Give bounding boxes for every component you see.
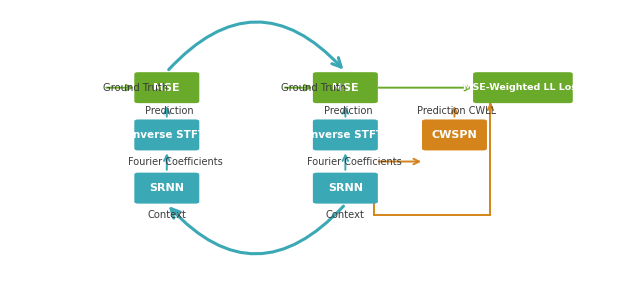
Text: Prediction: Prediction bbox=[324, 106, 372, 116]
FancyBboxPatch shape bbox=[313, 72, 378, 103]
FancyBboxPatch shape bbox=[134, 173, 199, 204]
FancyBboxPatch shape bbox=[422, 119, 487, 150]
Text: Ground Truth: Ground Truth bbox=[102, 83, 168, 93]
Text: MSE: MSE bbox=[332, 83, 358, 93]
Text: MSE-Weighted LL Loss: MSE-Weighted LL Loss bbox=[463, 83, 582, 92]
FancyBboxPatch shape bbox=[473, 72, 573, 103]
Text: Fourier Coefficients: Fourier Coefficients bbox=[307, 157, 402, 166]
FancyBboxPatch shape bbox=[313, 119, 378, 150]
Text: SRNN: SRNN bbox=[328, 183, 363, 193]
Text: Prediction: Prediction bbox=[145, 106, 193, 116]
Text: Context: Context bbox=[326, 210, 365, 220]
Text: Context: Context bbox=[147, 210, 186, 220]
FancyBboxPatch shape bbox=[313, 173, 378, 204]
Text: Ground Truth: Ground Truth bbox=[281, 83, 346, 93]
Text: Inverse STFT: Inverse STFT bbox=[307, 130, 383, 140]
Text: Inverse STFT: Inverse STFT bbox=[129, 130, 205, 140]
FancyBboxPatch shape bbox=[134, 72, 199, 103]
Text: Prediction CWLL: Prediction CWLL bbox=[417, 106, 497, 116]
Text: SRNN: SRNN bbox=[149, 183, 184, 193]
Text: Fourier Coefficients: Fourier Coefficients bbox=[129, 157, 223, 166]
Text: CWSPN: CWSPN bbox=[431, 130, 477, 140]
Text: MSE: MSE bbox=[154, 83, 180, 93]
FancyBboxPatch shape bbox=[134, 119, 199, 150]
